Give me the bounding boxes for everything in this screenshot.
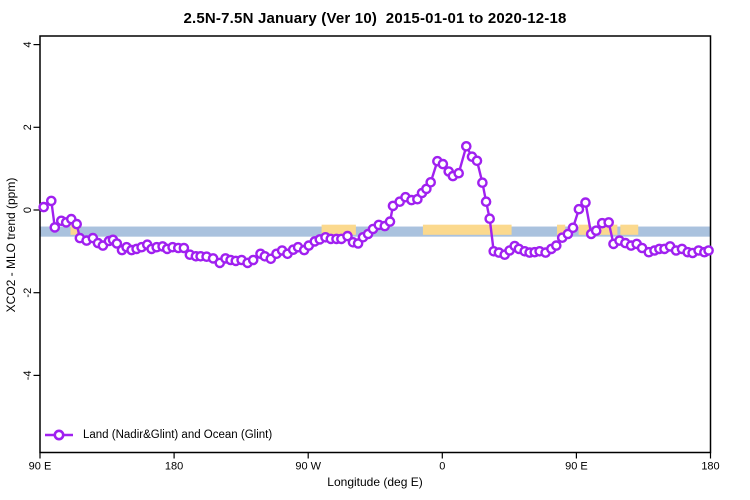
data-point-marker: [477, 177, 488, 188]
reference-band-orange: [557, 224, 566, 235]
data-point-marker: [342, 230, 353, 242]
x-tick-label: 90 W: [295, 461, 321, 473]
data-point-marker: [425, 176, 437, 188]
data-point-marker: [49, 222, 61, 233]
chart-title: 2.5N-7.5N January (Ver 10) 2015-01-01 to…: [183, 10, 567, 27]
legend-label: Land (Nadir&Glint) and Ocean (Glint): [83, 429, 273, 441]
data-point-marker: [460, 140, 472, 152]
x-tick-label: 180: [165, 461, 183, 473]
reference-band-orange: [70, 224, 80, 235]
data-point-marker: [603, 217, 615, 228]
x-tick-label: 90 E: [565, 461, 588, 473]
data-point-marker: [567, 222, 579, 234]
data-point-marker: [480, 196, 492, 207]
data-point-marker: [71, 218, 82, 230]
y-tick-label: 0: [22, 207, 34, 213]
plot-box: [39, 35, 712, 454]
data-point-marker: [384, 216, 396, 227]
x-tick-label: 0: [439, 461, 445, 473]
y-tick-label: -4: [22, 371, 34, 381]
data-point-marker: [46, 195, 57, 207]
y-tick-label: 2: [22, 124, 34, 130]
x-axis-title: Longitude (deg E): [327, 475, 423, 489]
reference-band-orange: [321, 224, 356, 235]
data-point-marker: [580, 197, 591, 208]
data-point-marker: [703, 245, 714, 256]
y-axis-title: XCO2 - MLO trend (ppm): [4, 177, 18, 313]
data-point-marker: [484, 213, 496, 224]
data-point-marker: [453, 167, 465, 179]
data-point-marker: [471, 155, 483, 167]
legend-line-marker-icon: [45, 429, 73, 441]
data-point-marker: [551, 240, 562, 251]
data-point-marker: [178, 242, 190, 254]
y-tick-label: 4: [22, 42, 34, 48]
legend: Land (Nadir&Glint) and Ocean (Glint): [44, 428, 272, 442]
reference-band-orange: [422, 224, 512, 235]
data-point-marker: [573, 203, 585, 215]
y-tick-label: -2: [22, 288, 34, 298]
x-tick-label: 180: [701, 461, 719, 473]
data-point-marker: [111, 238, 123, 249]
data-point-marker: [38, 201, 50, 213]
reference-band-orange: [620, 224, 639, 235]
reference-band-orange: [578, 224, 590, 235]
reference-band-orange: [598, 224, 618, 235]
data-point-marker: [247, 254, 259, 266]
data-point-marker: [437, 158, 449, 170]
data-point-marker: [590, 225, 602, 236]
x-tick-label: 90 E: [29, 461, 52, 473]
